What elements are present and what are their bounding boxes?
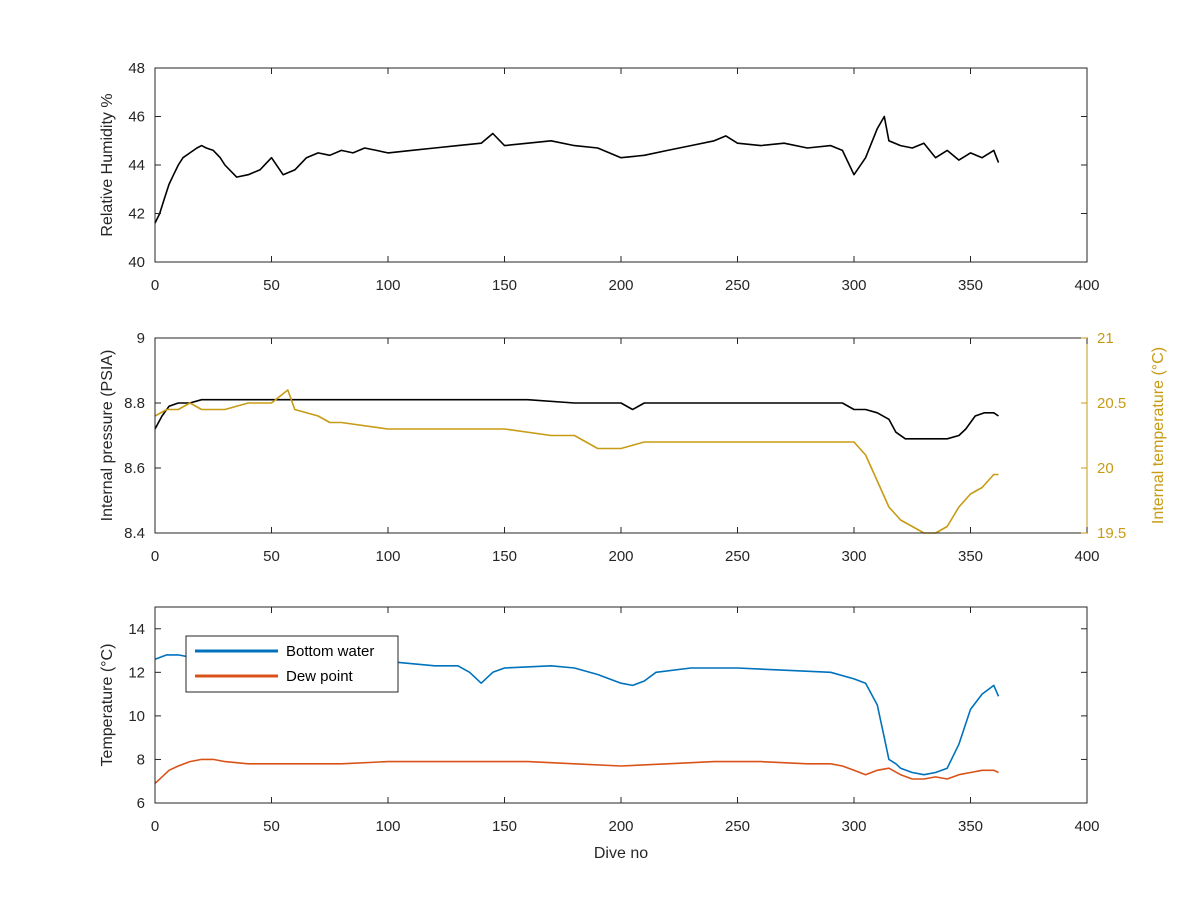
right-y-tick-label: 21 — [1097, 330, 1114, 347]
series-line-3-2 — [154, 758, 999, 784]
x-tick-label: 350 — [958, 818, 983, 835]
y-tick-label: 6 — [137, 795, 145, 812]
axes-box — [154, 67, 1088, 263]
y-tick-label: 42 — [128, 206, 145, 223]
legend-box — [185, 635, 399, 693]
x-axis-label: Dive no — [594, 845, 648, 862]
x-tick-label: 400 — [1074, 818, 1099, 835]
x-tick-label: 100 — [375, 277, 400, 294]
x-tick-label: 150 — [492, 277, 517, 294]
axes-box — [154, 337, 1088, 534]
y-tick-label: 8.4 — [124, 525, 145, 542]
y-tick-label: 46 — [128, 109, 145, 126]
x-tick-label: 0 — [151, 818, 159, 835]
x-tick-label: 100 — [375, 548, 400, 565]
legend: Bottom water Dew point — [185, 635, 399, 693]
y-tick-label: 44 — [128, 157, 145, 174]
chart-panel-2: 0 50 100 150 200 250 300 350 400 8.4 8.6 8.8 9 19.5 20… — [99, 330, 1167, 565]
y-axis-label: Relative Humidity % — [99, 93, 116, 236]
x-tick-label: 250 — [725, 277, 750, 294]
x-tick-label: 200 — [608, 548, 633, 565]
y-tick-label: 8.6 — [124, 460, 145, 477]
y-tick-label: 8.8 — [124, 395, 145, 412]
y-tick-label: 12 — [128, 664, 145, 681]
y-tick-label: 14 — [128, 621, 145, 638]
x-tick-label: 400 — [1074, 277, 1099, 294]
y-tick-label: 10 — [128, 708, 145, 725]
y-axis-label: Temperature (°C) — [99, 644, 116, 767]
y-tick-label: 9 — [137, 330, 145, 347]
x-tick-label: 0 — [151, 277, 159, 294]
x-tick-label: 200 — [608, 818, 633, 835]
x-tick-label: 300 — [841, 277, 866, 294]
x-tick-label: 250 — [725, 818, 750, 835]
y-tick-label: 48 — [128, 60, 145, 77]
legend-label: Dew point — [286, 668, 354, 685]
x-tick-label: 150 — [492, 818, 517, 835]
x-tick-label: 0 — [151, 548, 159, 565]
x-tick-label: 250 — [725, 548, 750, 565]
series-line-1-1 — [154, 115, 1000, 224]
x-tick-label: 300 — [841, 548, 866, 565]
x-tick-label: 400 — [1074, 548, 1099, 565]
x-tick-label: 350 — [958, 548, 983, 565]
y-tick-label: 8 — [137, 751, 145, 768]
legend-label: Bottom water — [286, 643, 374, 660]
right-y-axis-label: Internal temperature (°C) — [1150, 347, 1167, 524]
x-tick-label: 100 — [375, 818, 400, 835]
x-tick-label: 50 — [263, 818, 280, 835]
y-axis-label: Internal pressure (PSIA) — [99, 350, 116, 522]
y-tick-label: 40 — [128, 254, 145, 271]
x-tick-label: 150 — [492, 548, 517, 565]
x-tick-label: 300 — [841, 818, 866, 835]
right-y-tick-label: 19.5 — [1097, 525, 1126, 542]
right-y-tick-label: 20 — [1097, 460, 1114, 477]
x-tick-label: 200 — [608, 277, 633, 294]
chart-panel-1: 0 50 100 150 200 250 300 350 400 40 42 44 46 48 Relati… — [99, 60, 1100, 294]
x-tick-label: 350 — [958, 277, 983, 294]
right-y-tick-label: 20.5 — [1097, 395, 1126, 412]
series-line-2-1 — [154, 398, 999, 440]
x-tick-label: 50 — [263, 548, 280, 565]
chart-panel-3: 0 50 100 150 200 250 300 350 400 6 8 10 12 14 Temperat… — [99, 606, 1100, 862]
x-tick-label: 50 — [263, 277, 280, 294]
